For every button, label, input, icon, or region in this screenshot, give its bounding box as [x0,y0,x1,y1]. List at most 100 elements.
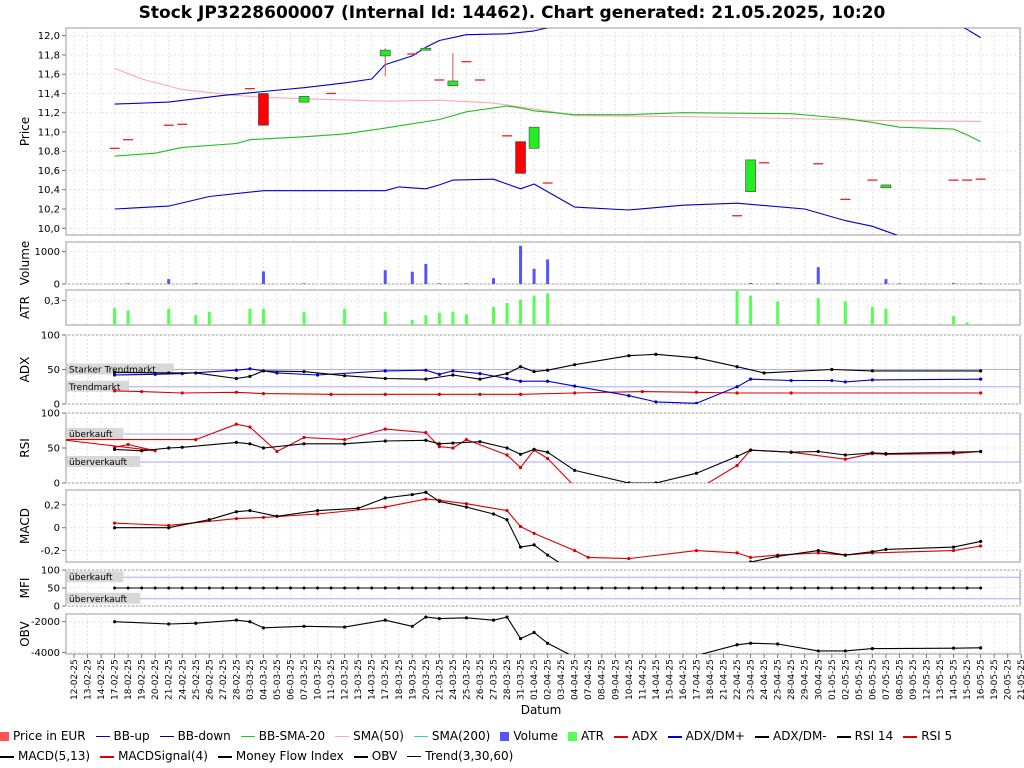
legend-item: BB-up [95,726,150,746]
mfi-point [870,586,874,590]
obv-line-point [437,617,441,621]
macd-signal-line-point [532,531,536,536]
atr-bar [126,310,130,325]
macd-signal-line-point [735,551,739,555]
rsi14-line-point [979,449,983,454]
atr-bar [261,308,265,325]
zone-strong-trend-label: Starker Trendmarkt [69,366,156,376]
tick-label-price: 10,6 [38,166,60,177]
adx-dmminus-line-point [112,370,117,374]
volume-bar [126,283,130,284]
adx-dmminus-line-point [248,374,252,378]
x-tick-label: 05-05-25 [855,659,865,700]
candle-down [258,93,269,126]
macd-line-point [951,545,956,549]
mfi-point [897,586,901,590]
obv-line-point [735,643,739,647]
obv-line [112,615,983,654]
adx-dmplus-line-point [383,369,387,373]
adx-dmplus-line-point [735,385,739,389]
macd-line-point [424,490,428,494]
adx-dmplus-line-point [478,372,482,376]
tick-label-volume: 1000 [35,247,60,258]
obv-line-point [870,647,874,651]
volume-bar [532,268,536,284]
x-tick-label: 29-04-25 [801,659,811,700]
x-tick-label: 13-02-25 [84,659,94,700]
rsi14-line-point [343,442,347,446]
x-tick-label: 26-03-25 [476,659,486,700]
atr-bar [113,307,117,325]
adx-dmminus-line-point [830,367,834,372]
adx-dmminus-line-point [505,372,509,376]
tick-label-adx: 100 [41,331,60,342]
mfi-point [194,586,198,590]
macd-signal-line-point [694,548,699,553]
macd-line [112,490,983,562]
obv-line-point [491,618,496,622]
chart-title: Stock JP3228600007 (Internal Id: 14462).… [139,3,886,23]
x-tick-label: 15-05-25 [963,659,973,700]
x-tick-label: 02-04-25 [544,659,554,700]
adx-dmminus-line-point [694,356,699,360]
mfi-point [383,586,387,590]
tick-label-price: 11,2 [38,108,60,119]
legend-item: SMA(200) [413,726,491,746]
legend-item: SMA(50) [335,726,404,746]
x-tick-label: 05-03-25 [273,659,283,700]
x-tick-label: 25-02-25 [192,659,202,700]
obv-line-point [234,618,238,622]
obv-line-point [816,649,820,653]
obv-line-point [776,642,780,646]
rsi14-line-point [261,446,266,450]
candle-up [298,96,310,103]
obv-line-point [248,620,252,624]
macd-line-point [248,508,252,513]
axis-label-macd: MACD [18,508,32,544]
adx-line-path [114,390,981,395]
tick-label-macd: -0,2 [40,546,60,557]
x-tick-label: 20-05-25 [1004,659,1014,700]
bb-down-line-path [114,178,899,235]
atr-bar [491,307,495,325]
x-tick-label: 24-04-25 [760,659,770,700]
legend-swatch [353,755,368,758]
x-tick-label: 18-04-25 [706,659,716,700]
x-tick-label: 19-03-25 [408,659,418,700]
obv-line-point [696,653,697,654]
adx-line-point [383,392,387,396]
volume-bar [897,283,901,284]
mfi-point [126,586,130,590]
rsi14-line-point [248,442,252,446]
mfi-point [816,586,820,590]
legend-label: Volume [513,729,558,743]
x-tick-label: 01-05-25 [828,659,838,700]
rsi14-line-point [870,451,874,455]
volume-bar [776,283,780,284]
axis-label-mfi: MFI [18,578,32,599]
legend-item: ADX/DM+ [667,726,745,746]
legend-swatch [335,736,350,737]
tick-label-price: 11,8 [38,50,60,61]
rsi5-line-point [302,435,306,440]
rsi5-line-point [275,449,279,454]
rsi14-line-point [437,442,441,446]
legend-label: RSI 5 [921,729,953,743]
volume-bar [302,283,306,284]
tick-label-macd: 0,2 [44,500,60,511]
mfi-point [289,586,293,590]
candle-up [528,126,540,149]
macd-line-point [464,505,469,509]
x-tick-label: 22-04-25 [733,659,743,700]
x-tick-label: 19-02-25 [138,659,148,700]
x-tick-label: 17-04-25 [692,659,702,700]
legend-label: Money Flow Index [235,749,344,763]
macd-signal-line-point [167,523,171,528]
mfi-point [586,586,590,590]
macd-signal-line-point [505,508,509,513]
mfi-point [532,586,536,590]
stock-chart: Stock JP3228600007 (Internal Id: 14462).… [18,3,1024,717]
x-tick-label: 23-04-25 [747,659,757,700]
legend-label: SMA(200) [431,729,491,743]
adx-dmminus-line-point [573,363,577,367]
